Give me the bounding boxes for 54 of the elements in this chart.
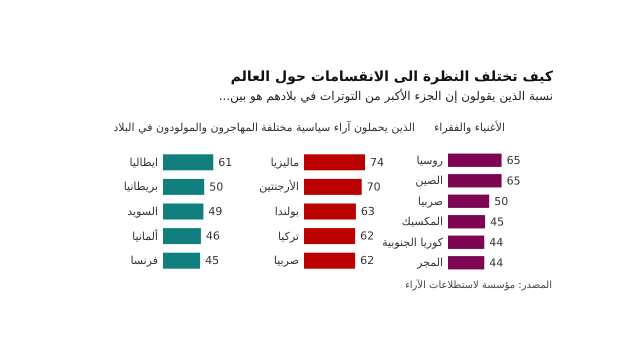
data-label: 44 xyxy=(489,256,504,270)
bar xyxy=(304,204,356,220)
bar xyxy=(304,228,356,244)
bar xyxy=(304,252,356,269)
data-label: 74 xyxy=(370,156,384,169)
bar xyxy=(163,252,200,269)
y-tick-label: تركيا xyxy=(278,230,299,243)
y-tick-label: الصين xyxy=(415,174,443,188)
y-tick-label: فرنسا xyxy=(130,254,158,268)
text: المصدر: مؤسسة لاستطلاعات الآراء xyxy=(405,280,552,292)
data-label: 46 xyxy=(206,230,220,243)
y-tick-label: ألمانيا xyxy=(132,230,158,243)
bar xyxy=(448,194,490,208)
data-label: 63 xyxy=(360,205,375,218)
text: نسبة الذين يقولون إن الجزء الأكبر من التوترات في بلادهم هو بين... xyxy=(218,89,553,104)
data-label: 70 xyxy=(366,180,381,194)
y-tick-label: ايطاليا xyxy=(129,156,158,169)
bar xyxy=(448,215,486,228)
bar xyxy=(448,154,502,167)
y-tick-label: السويد xyxy=(127,205,158,218)
data-label: 50 xyxy=(494,194,508,208)
y-tick-label: المكسيك xyxy=(402,215,443,228)
bar xyxy=(448,256,484,270)
y-tick-label: صربيا xyxy=(418,194,443,208)
chart-title: المهاجرون والمولودون في البلاد xyxy=(113,120,258,134)
bar xyxy=(448,236,484,249)
bar xyxy=(304,154,365,170)
y-tick-label: بريطانيا xyxy=(124,180,158,194)
y-tick-label: ماليزيا xyxy=(270,156,299,169)
y-tick-label: كوريا الجنوبية xyxy=(382,236,443,249)
bar xyxy=(163,178,204,195)
bar xyxy=(163,154,214,170)
data-label: 45 xyxy=(205,254,220,268)
data-label: 65 xyxy=(506,154,521,167)
data-label: 45 xyxy=(490,215,504,228)
data-label: 62 xyxy=(360,254,374,268)
y-tick-label: المجر xyxy=(417,256,443,270)
data-label: 49 xyxy=(208,205,222,218)
data-label: 65 xyxy=(506,174,521,188)
chart-title: الذين يحملون آراء سياسية مختلفة xyxy=(261,120,415,134)
data-label: 61 xyxy=(218,156,232,169)
bar xyxy=(163,204,204,220)
data-label: 44 xyxy=(489,236,504,249)
bar xyxy=(163,228,201,244)
y-tick-label: روسيا xyxy=(416,154,443,167)
y-tick-label: الأرجنتين xyxy=(259,180,299,194)
chart-title: الأغنياء والفقراء xyxy=(434,120,505,134)
text: كيف تختلف النظرة الى الانقسامات حول العالم xyxy=(230,68,553,86)
y-tick-label: صربيا xyxy=(274,254,299,268)
y-tick-label: بولندا xyxy=(274,205,299,218)
bar xyxy=(304,178,362,195)
bar xyxy=(448,174,502,188)
data-label: 50 xyxy=(209,180,224,194)
data-label: 62 xyxy=(360,230,374,243)
